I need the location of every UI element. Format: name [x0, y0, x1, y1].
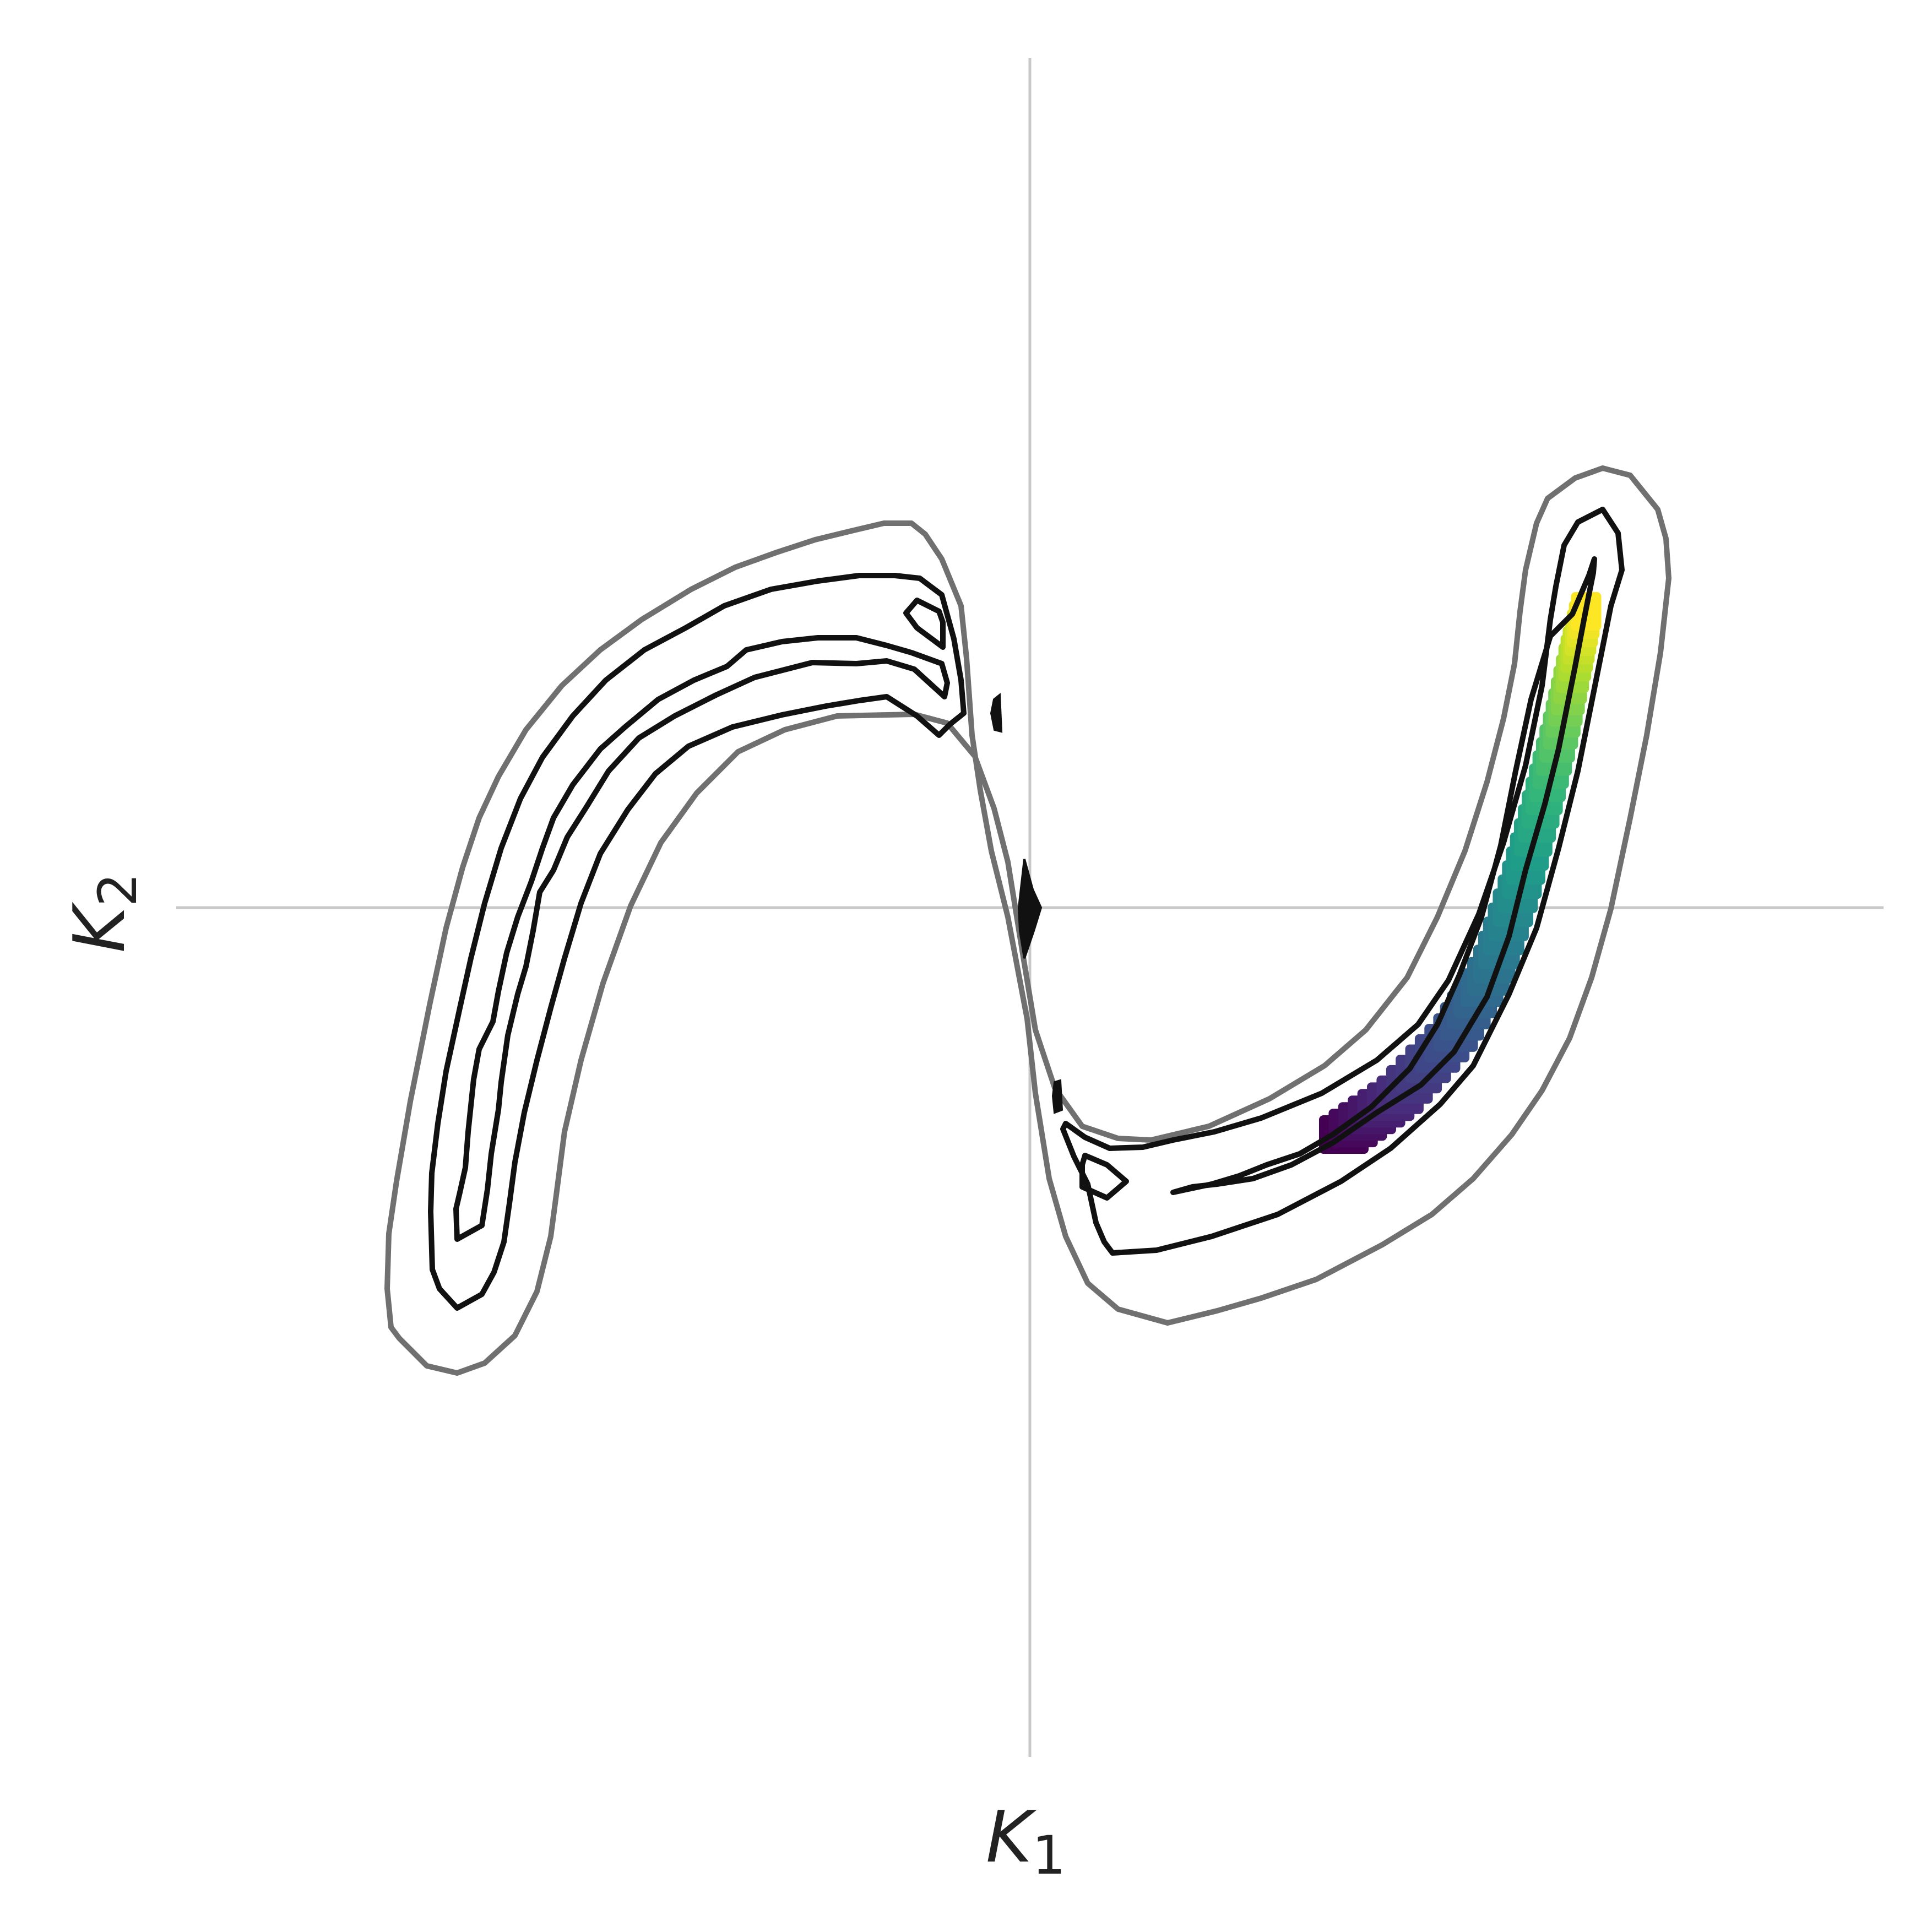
contour-inner — [453, 556, 1597, 1242]
contour-island-lower-right — [1079, 1153, 1129, 1201]
contour-peak-upper — [990, 692, 1003, 733]
contour-outer — [384, 465, 1671, 1376]
x-axis-label: K1 — [986, 1797, 1066, 1886]
contour-peak-lower — [1051, 1079, 1063, 1114]
y-axis-label: K2 — [59, 873, 149, 953]
contour-peak-center — [1017, 859, 1043, 959]
sample-trajectory — [1319, 592, 1602, 1154]
contour-island-upper-left — [903, 598, 946, 650]
